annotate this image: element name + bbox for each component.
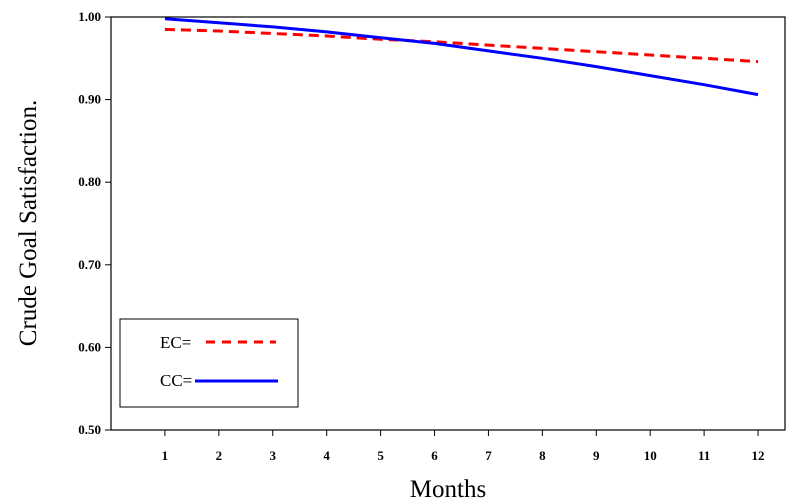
x-tick-label: 2 xyxy=(216,448,223,463)
series-line-ec xyxy=(164,27,759,64)
x-tick-label: 4 xyxy=(323,448,330,463)
x-tick-label: 10 xyxy=(644,448,657,463)
x-tick-label: 1 xyxy=(162,448,169,463)
y-tick-label: 1.00 xyxy=(78,9,101,24)
legend-box xyxy=(119,318,299,408)
y-axis-ticks: 0.50 0.60 0.70 0.80 0.90 1.00 xyxy=(78,9,111,437)
x-axis-ticks: 1 2 3 4 5 6 7 8 9 10 11 12 xyxy=(162,430,765,463)
x-tick-label: 6 xyxy=(431,448,438,463)
y-tick-label: 0.50 xyxy=(78,422,101,437)
plot-frame xyxy=(110,16,786,431)
y-tick-label: 0.80 xyxy=(78,174,101,189)
x-tick-label: 12 xyxy=(752,448,765,463)
y-tick-label: 0.70 xyxy=(78,257,101,272)
x-tick-label: 9 xyxy=(593,448,600,463)
y-tick-label: 0.60 xyxy=(78,339,101,354)
series-layer xyxy=(164,17,759,97)
y-tick-label: 0.90 xyxy=(78,92,101,107)
x-axis-title: Months xyxy=(410,476,486,503)
x-tick-label: 11 xyxy=(698,448,710,463)
series-line-cc xyxy=(164,17,759,97)
x-tick-label: 7 xyxy=(485,448,492,463)
legend-label-cc: CC= xyxy=(160,371,192,390)
x-tick-label: 5 xyxy=(377,448,384,463)
legend: EC= CC= xyxy=(119,318,299,408)
legend-label-ec: EC= xyxy=(160,333,191,352)
x-tick-label: 3 xyxy=(270,448,277,463)
y-axis-title: Crude Goal Satisfaction. xyxy=(15,100,42,346)
x-tick-label: 8 xyxy=(539,448,546,463)
